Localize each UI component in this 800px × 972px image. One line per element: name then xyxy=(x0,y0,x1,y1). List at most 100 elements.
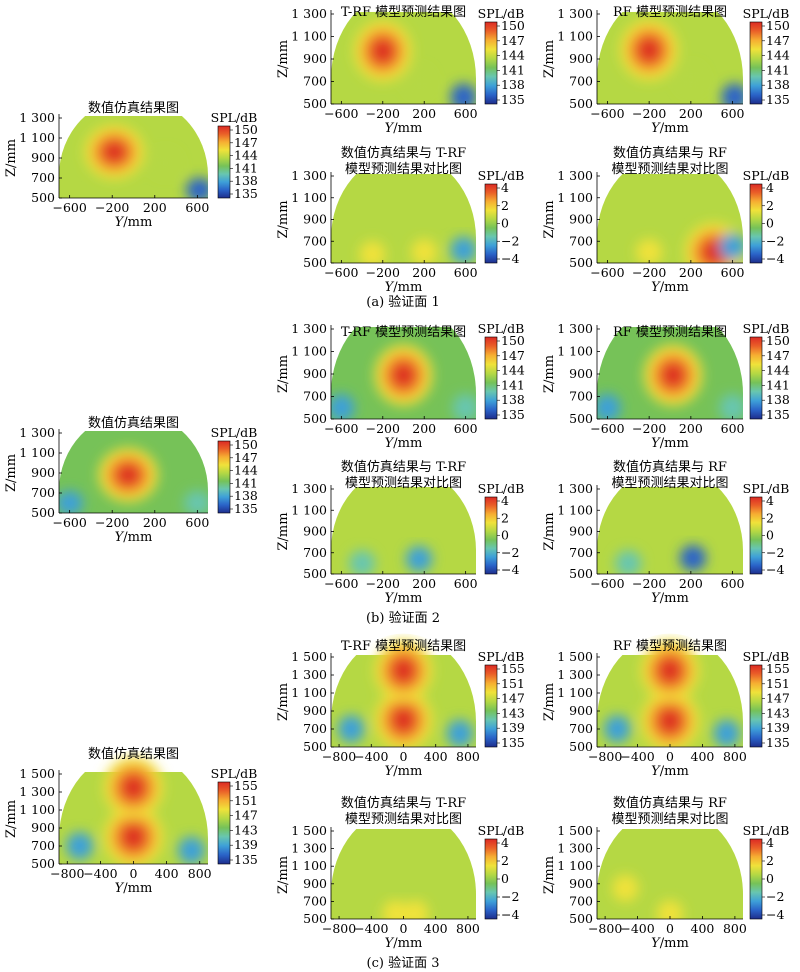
y-tick-label: 900 xyxy=(569,703,593,718)
x-tick-label: −600 xyxy=(52,515,86,530)
colorbar-tick-label: 141 xyxy=(501,377,525,392)
colorbar-tick-label: 0 xyxy=(501,871,509,886)
heatmap-field xyxy=(59,756,208,864)
x-tick-label: −400 xyxy=(83,866,117,881)
colorbar-unit: SPL/dB xyxy=(478,823,525,838)
x-tick-label: 600 xyxy=(185,200,209,215)
y-tick-label: 700 xyxy=(569,545,593,560)
colorbar-tick-label: 147 xyxy=(234,135,258,150)
hotspot-0 xyxy=(373,40,393,62)
colorbar-tick-label: 4 xyxy=(766,493,774,508)
y-tick-label: 1 300 xyxy=(19,784,55,799)
hotspot-1 xyxy=(152,150,179,176)
colorbar-tick-label: 143 xyxy=(234,822,258,837)
colorbar-tick-label: 141 xyxy=(766,62,790,77)
x-tick-label: −200 xyxy=(95,515,129,530)
colorbar-tick-label: 138 xyxy=(234,488,258,503)
x-tick-label: 800 xyxy=(723,749,747,764)
colorbar-tick-label: 139 xyxy=(234,837,258,852)
y-tick-label: 500 xyxy=(569,411,593,426)
colorbar-unit: SPL/dB xyxy=(211,425,258,440)
y-tick-label: 700 xyxy=(569,389,593,404)
y-tick-label: 1 100 xyxy=(291,29,327,44)
y-tick-label: 1 100 xyxy=(19,130,55,145)
y-tick-label: 700 xyxy=(31,838,55,853)
x-tick-label: 600 xyxy=(721,576,745,591)
y-tick-label: 900 xyxy=(303,876,327,891)
y-tick-label: 1 300 xyxy=(557,321,593,336)
hotspot-1 xyxy=(597,393,621,419)
colorbar-tick-label: 144 xyxy=(501,48,525,63)
heatmap-field xyxy=(59,431,208,513)
colorbar-tick-label: 135 xyxy=(501,735,525,750)
colorbar-tick-label: 135 xyxy=(234,501,258,516)
colorbar-tick-label: 151 xyxy=(234,793,258,808)
x-tick-label: −200 xyxy=(632,421,666,436)
y-tick-label: 500 xyxy=(303,911,327,926)
y-axis-label: Z/mm xyxy=(4,800,19,838)
hotspot-2 xyxy=(338,715,365,743)
heatmap-field xyxy=(597,174,743,263)
colorbar-tick-label: 150 xyxy=(766,333,790,348)
caption-a: (a) 验证面 1 xyxy=(366,294,439,310)
x-tick-label: 400 xyxy=(691,749,715,764)
chart-b-rf: 500 700 900 1 100 1 300 −600 −200 200 600 Y/mm Z/m… xyxy=(542,321,790,451)
y-tick-label: 1 300 xyxy=(291,667,327,682)
hotspot-3 xyxy=(178,836,205,864)
heatmap-blobs xyxy=(338,639,473,747)
x-tick-label: −200 xyxy=(366,576,400,591)
hotspot-1 xyxy=(393,660,414,681)
y-tick-label: 500 xyxy=(569,96,593,111)
y-tick-label: 1 300 xyxy=(291,6,327,21)
x-tick-label: −800 xyxy=(588,749,622,764)
y-axis-label: Z/mm xyxy=(542,40,557,78)
x-tick-label: −600 xyxy=(52,200,86,215)
colorbar-tick-label: 4 xyxy=(501,493,509,508)
hotspot-1 xyxy=(660,660,680,681)
colorbar-tick-label: 135 xyxy=(766,407,790,422)
colorbar-tick-label: 144 xyxy=(766,48,790,63)
y-tick-label: 900 xyxy=(303,212,327,227)
colorbar-tick-label: 138 xyxy=(766,77,790,92)
hotspot-2 xyxy=(604,715,631,743)
hotspot-2 xyxy=(719,233,743,260)
y-tick-label: 1 300 xyxy=(557,841,593,856)
x-tick-label: 200 xyxy=(679,576,703,591)
y-tick-label: 900 xyxy=(303,51,327,66)
x-tick-label: −600 xyxy=(590,265,624,280)
y-tick-label: 1 100 xyxy=(557,29,593,44)
colorbar-unit: SPL/dB xyxy=(478,321,525,336)
x-tick-label: 600 xyxy=(454,576,478,591)
hotspot-2 xyxy=(721,83,743,104)
x-axis-label: Y/mm xyxy=(385,280,423,295)
x-tick-label: 800 xyxy=(723,921,747,936)
heatmap-blobs xyxy=(619,19,743,104)
colorbar-unit: SPL/dB xyxy=(478,168,525,183)
chart-c-rf: 500 700 900 1 100 1 300 1 500 −800−400 0 400 800 Y… xyxy=(542,639,790,779)
y-tick-label: 500 xyxy=(303,566,327,581)
y-tick-label: 500 xyxy=(569,566,593,581)
colorbar-tick-label: 147 xyxy=(234,808,258,823)
colorbar-tick-label: 4 xyxy=(766,835,774,850)
x-axis-label: Y/mm xyxy=(115,881,153,896)
colorbar-tick-label: 0 xyxy=(501,528,509,543)
heatmap-field xyxy=(597,12,743,104)
colorbar-tick-label: 147 xyxy=(501,33,525,48)
y-tick-label: 1 100 xyxy=(19,802,55,817)
colorbar-tick-label: 2 xyxy=(766,510,774,525)
x-tick-label: −200 xyxy=(632,265,666,280)
colorbar-tick-label: 147 xyxy=(501,691,525,706)
colorbar-tick-label: −4 xyxy=(766,562,784,577)
x-tick-label: 200 xyxy=(143,200,167,215)
hotspot-0 xyxy=(393,364,414,386)
colorbar-tick-label: −2 xyxy=(501,545,519,560)
chart-c-trf: 500 700 900 1 100 1 300 1 500 −800−400 0 400 800 Y… xyxy=(276,639,525,779)
x-tick-label: 400 xyxy=(424,921,448,936)
chart-b-sim: 500 700 900 1 100 1 300 −600 −200 200 600 Y/mm Z/m… xyxy=(4,415,258,545)
x-tick-label: −400 xyxy=(354,749,388,764)
y-tick-label: 1 100 xyxy=(557,685,593,700)
x-tick-label: 400 xyxy=(424,749,448,764)
y-tick-label: 700 xyxy=(31,170,55,185)
y-tick-label: 900 xyxy=(569,524,593,539)
